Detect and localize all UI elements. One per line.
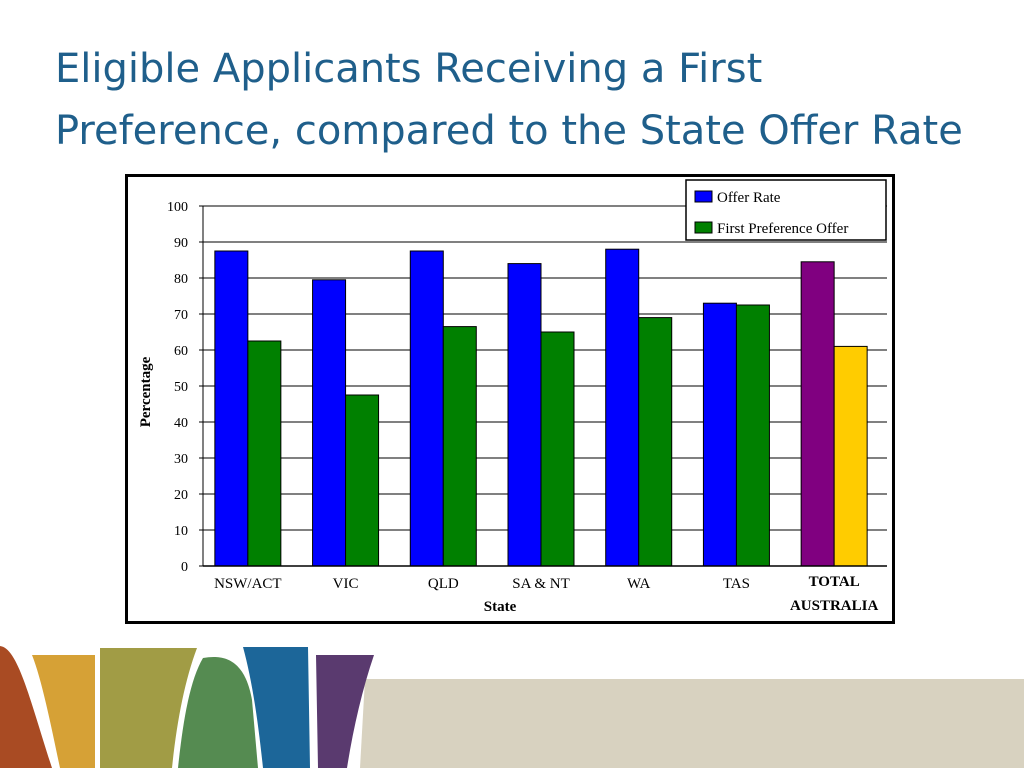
bar-offer-rate bbox=[312, 279, 347, 567]
y-tick-label: 30 bbox=[174, 452, 188, 467]
footer-stripe-olive bbox=[100, 648, 197, 768]
axes: 0 10 20 30 40 50 60 70 80 90 100 NSW/ACT VIC QLD SA & … bbox=[167, 200, 887, 614]
y-tick-label: 10 bbox=[174, 524, 188, 539]
bar-chart-svg: 0 10 20 30 40 50 60 70 80 90 100 NSW/ACT VIC QLD SA & … bbox=[125, 174, 895, 624]
bar-first-preference bbox=[442, 326, 477, 567]
y-tick-label: 70 bbox=[174, 308, 188, 323]
slide-title-line-1: Eligible Applicants Receiving a First bbox=[55, 46, 763, 92]
x-tick-label: SA & NT bbox=[512, 576, 570, 592]
slide-title-line-2: Preference, compared to the State Offer … bbox=[55, 108, 963, 154]
legend-label-offer-rate: Offer Rate bbox=[717, 190, 781, 206]
bar-first-preference bbox=[247, 340, 282, 567]
legend: Offer Rate First Preference Offer bbox=[685, 179, 887, 241]
y-tick-label: 0 bbox=[181, 560, 188, 575]
footer-stripe-purple bbox=[316, 655, 374, 768]
legend-label-first-preference: First Preference Offer bbox=[717, 221, 848, 237]
y-tick-label: 90 bbox=[174, 236, 188, 251]
y-axis-label: Percentage bbox=[138, 356, 154, 427]
chart: 0 10 20 30 40 50 60 70 80 90 100 NSW/ACT VIC QLD SA & … bbox=[125, 174, 895, 624]
y-tick-label: 50 bbox=[174, 380, 188, 395]
bar-offer-rate bbox=[507, 263, 542, 567]
bar-offer-rate bbox=[214, 250, 249, 567]
y-tick-label: 60 bbox=[174, 344, 188, 359]
bar-first-preference bbox=[833, 345, 868, 567]
y-tick-label: 80 bbox=[174, 272, 188, 287]
y-tick-label: 100 bbox=[167, 200, 188, 215]
footer-stripe-gold bbox=[32, 655, 95, 768]
legend-swatch-offer-rate bbox=[694, 190, 713, 203]
bar-first-preference bbox=[638, 317, 673, 567]
bar-first-preference bbox=[345, 394, 380, 567]
x-tick-label: AUSTRALIA bbox=[790, 598, 879, 614]
x-tick-label: QLD bbox=[428, 576, 459, 592]
x-tick-label: TAS bbox=[723, 576, 750, 592]
x-tick-label: VIC bbox=[333, 576, 359, 592]
bar-first-preference bbox=[735, 304, 770, 567]
x-tick-label: NSW/ACT bbox=[214, 576, 281, 592]
bar-offer-rate bbox=[409, 250, 444, 567]
x-axis-label: State bbox=[484, 599, 517, 615]
y-tick-label: 20 bbox=[174, 488, 188, 503]
footer-stripe-rust bbox=[0, 646, 52, 768]
bar-offer-rate bbox=[702, 302, 737, 567]
footer-stripe-blue bbox=[243, 647, 310, 768]
bar-offer-rate bbox=[800, 261, 835, 567]
legend-box bbox=[685, 179, 887, 241]
bar-first-preference bbox=[540, 331, 575, 567]
footer-beige-band bbox=[360, 679, 1024, 768]
legend-swatch-first-preference bbox=[694, 221, 713, 234]
bar-offer-rate bbox=[605, 248, 640, 567]
footer-decoration bbox=[0, 646, 1024, 768]
slide-title: Eligible Applicants Receiving a First Pr… bbox=[55, 38, 1015, 162]
bars bbox=[214, 248, 868, 567]
footer-stripe-green bbox=[178, 656, 258, 768]
x-tick-label: WA bbox=[627, 576, 650, 592]
y-tick-label: 40 bbox=[174, 416, 188, 431]
x-tick-label: TOTAL bbox=[809, 574, 860, 590]
